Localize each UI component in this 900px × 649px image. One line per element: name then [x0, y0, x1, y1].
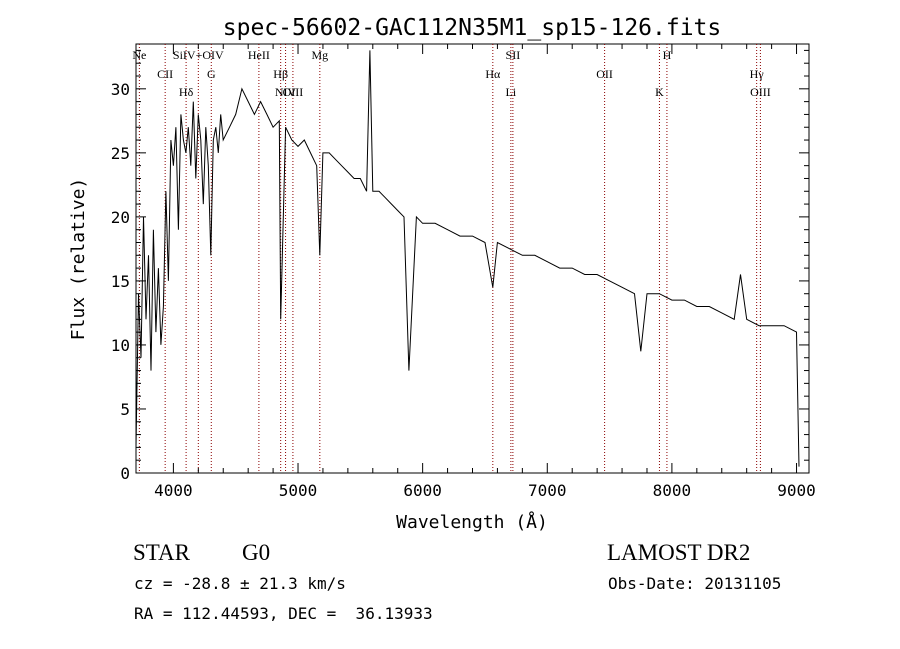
x-tick-label-5: 9000 [777, 481, 816, 500]
x-axis: 4000 5000 6000 7000 8000 9000 [154, 44, 816, 500]
y-tick-label-6: 30 [111, 80, 130, 99]
line-marker-label-1: CII [157, 67, 173, 81]
object-subclass: G0 [242, 540, 271, 565]
line-marker-label-17: OIII [750, 85, 771, 99]
line-marker-label-6: HeII [248, 48, 270, 62]
line-marker-label-13: OII [596, 67, 613, 81]
redshift-text: cz = -28.8 ± 21.3 km/s [134, 574, 346, 593]
line-marker-label-15: H [663, 48, 672, 62]
line-marker-label-10: Hα [485, 67, 501, 81]
line-marker-label-14: K [655, 85, 664, 99]
y-tick-label-3: 15 [111, 272, 130, 291]
line-marker-label-5: OIII [283, 85, 304, 99]
line-marker-label-16: Hγ [750, 67, 765, 81]
observation-date: Obs-Date: 20131105 [608, 574, 782, 593]
y-tick-label-1: 5 [120, 400, 130, 419]
spectrum-series [135, 50, 800, 467]
x-tick-label-0: 4000 [154, 481, 193, 500]
coordinates-text: RA = 112.44593, DEC = 36.13933 [134, 604, 433, 623]
line-marker-label-0: Ne [132, 48, 146, 62]
y-tick-label-4: 20 [111, 208, 130, 227]
line-marker-label-4: G [207, 67, 216, 81]
object-class: STAR [133, 540, 190, 565]
y-axis: 0 5 10 15 20 25 30 [111, 49, 809, 483]
y-axis-label: Flux (relative) [68, 178, 89, 341]
x-tick-label-1: 5000 [279, 481, 318, 500]
y-tick-label-0: 0 [120, 464, 130, 483]
spectrum-line-0 [135, 50, 800, 467]
line-marker-label-11: Li [506, 85, 517, 99]
x-tick-label-4: 8000 [653, 481, 692, 500]
line-marker-label-12: SII [506, 48, 521, 62]
line-marker-label-8: NIV [275, 85, 297, 99]
y-tick-label-5: 25 [111, 144, 130, 163]
line-marker-label-7: Hβ [273, 67, 288, 81]
x-axis-label: Wavelength (Å) [396, 511, 548, 533]
y-tick-label-2: 10 [111, 336, 130, 355]
x-tick-label-2: 6000 [403, 481, 442, 500]
line-marker-label-3: SiIV+OIV [173, 48, 224, 62]
chart-title: spec-56602-GAC112N35M1_sp15-126.fits [223, 15, 722, 41]
survey-name: LAMOST DR2 [607, 540, 751, 565]
line-marker-label-9: Mg [311, 48, 328, 62]
x-tick-label-3: 7000 [528, 481, 567, 500]
line-marker-label-2: Hδ [179, 85, 194, 99]
